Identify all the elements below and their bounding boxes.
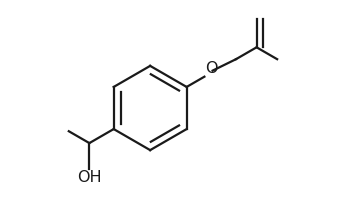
Text: OH: OH — [77, 170, 102, 185]
Text: O: O — [205, 61, 218, 76]
